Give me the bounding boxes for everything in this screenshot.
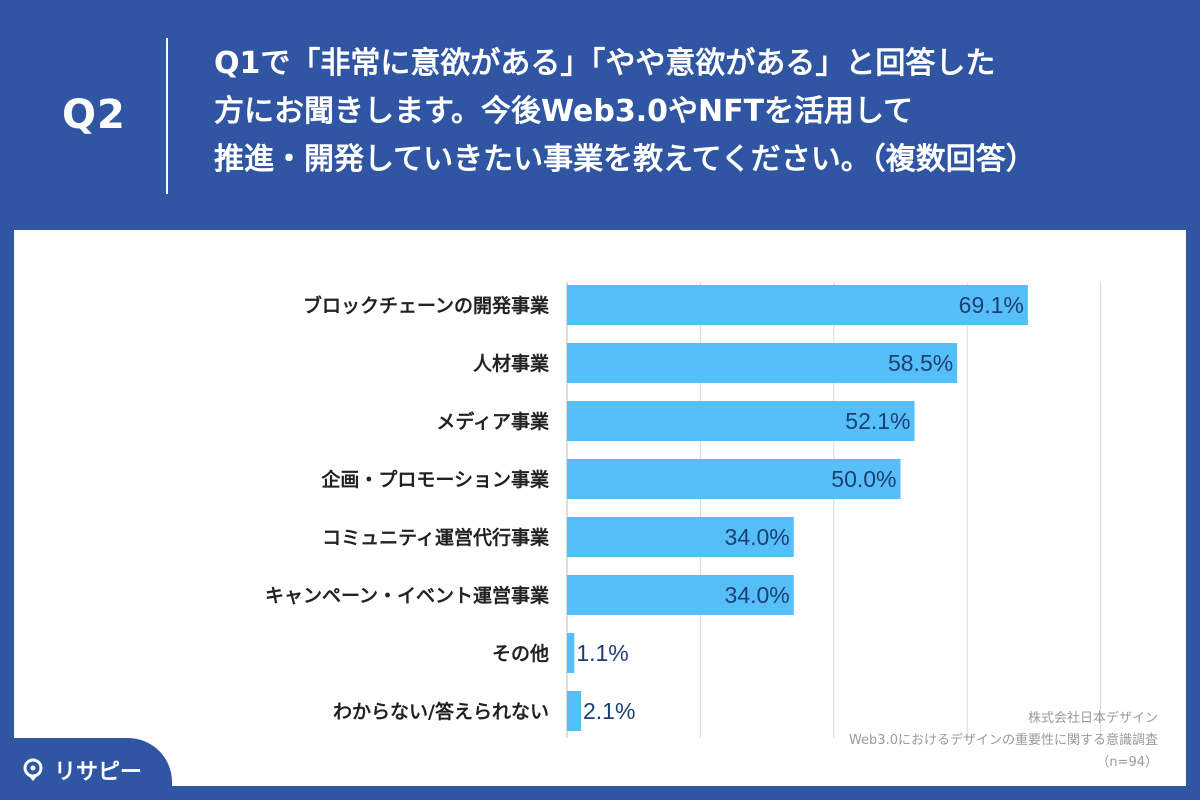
bar [567, 343, 958, 383]
bar [567, 517, 794, 557]
brand-badge: リサピー [0, 738, 172, 800]
source-note: 株式会社日本デザイン Web3.0におけるデザインの重要性に関する意識調査 （n… [849, 708, 1158, 774]
data-label: 69.1% [959, 292, 1024, 318]
category-label: わからない/答えられない [333, 700, 549, 723]
data-label: 50.0% [831, 466, 896, 492]
data-label: 34.0% [725, 582, 790, 608]
data-label: 2.1% [583, 698, 635, 724]
question-text: Q1で「非常に意欲がある」「やや意欲がある」と回答した 方にお聞きします。今後W… [214, 40, 1174, 184]
source-company: 株式会社日本デザイン [1027, 711, 1158, 726]
source-sample-size: （n=94） [1096, 755, 1158, 770]
category-label: キャンペーン・イベント運営事業 [265, 584, 550, 607]
category-label: メディア事業 [436, 410, 550, 433]
question-number: Q2 [62, 92, 126, 138]
source-survey: Web3.0におけるデザインの重要性に関する意識調査 [848, 733, 1158, 748]
question-line-2: 方にお聞きします。今後Web3.0やNFTを活用して [214, 94, 914, 129]
category-label: 人材事業 [473, 352, 550, 375]
data-label: 1.1% [576, 640, 628, 666]
data-label: 58.5% [888, 350, 953, 376]
category-label: その他 [492, 642, 549, 665]
data-label: 52.1% [845, 408, 910, 434]
category-label: ブロックチェーンの開発事業 [303, 294, 550, 317]
brand-logo: リサピー [20, 754, 142, 786]
bar-chart: ブロックチェーンの開発事業 69.1% 人材事業 58.5% メディア事業 52.1% 企画… [265, 282, 1102, 738]
category-label: 企画・プロモーション事業 [320, 468, 550, 491]
question-line-1: Q1で「非常に意欲がある」「やや意欲がある」と回答した [214, 46, 996, 81]
question-header: Q2 Q1で「非常に意欲がある」「やや意欲がある」と回答した 方にお聞きします。… [0, 0, 1200, 230]
data-label: 34.0% [725, 524, 790, 550]
bar [567, 575, 794, 615]
bar [567, 459, 901, 499]
bar [567, 633, 575, 673]
brand-name: リサピー [54, 760, 143, 785]
bar [567, 401, 915, 441]
location-pin-icon [23, 758, 43, 781]
bar [567, 691, 582, 731]
header-divider [166, 38, 168, 194]
bar [567, 285, 1028, 325]
category-label: コミュニティ運営代行事業 [322, 526, 550, 549]
chart-panel: ブロックチェーンの開発事業 69.1% 人材事業 58.5% メディア事業 52.1% 企画… [14, 230, 1186, 786]
question-line-3: 推進・開発していきたい事業を教えてください。（複数回答） [214, 142, 1036, 177]
